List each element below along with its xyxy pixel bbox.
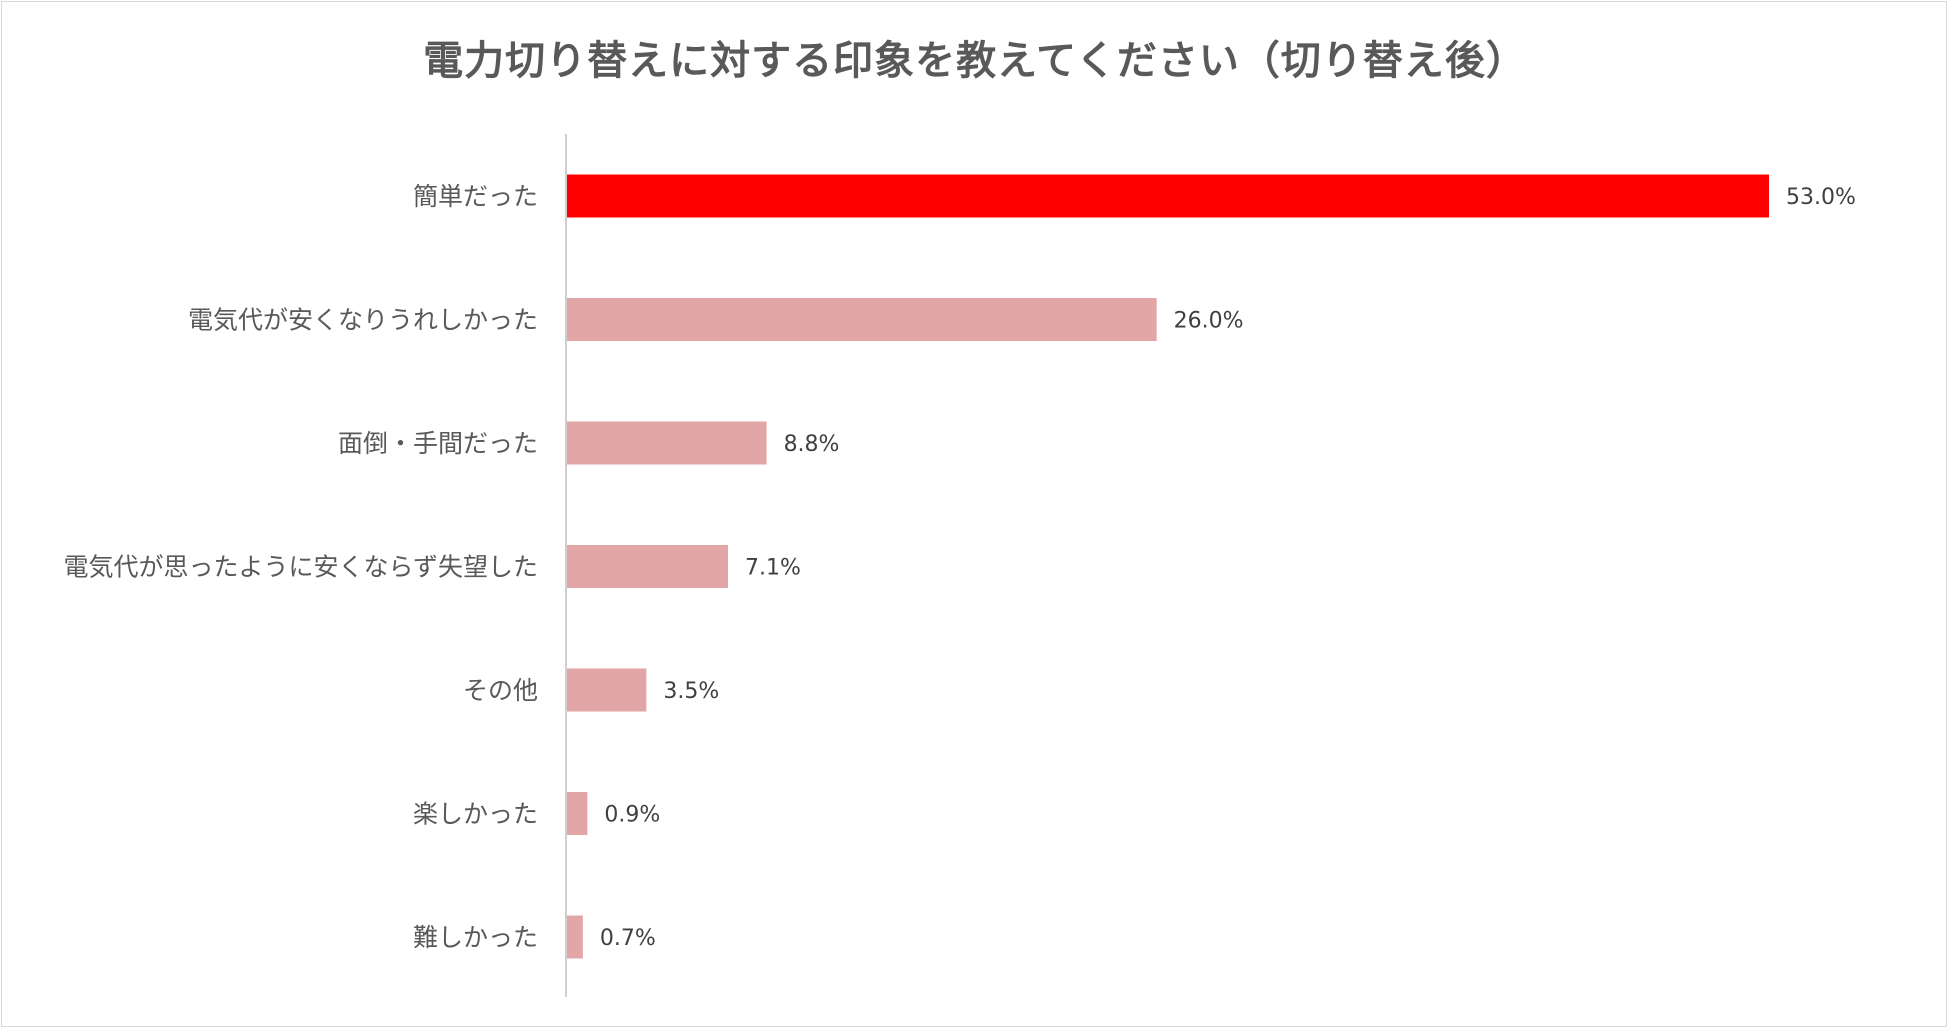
value-label-2: 26.0% [1174,309,1244,334]
value-label-1: 53.0% [1786,185,1856,210]
category-label-6: 楽しかった [413,800,538,829]
value-label-5: 3.5% [663,679,719,704]
bar-5 [567,668,647,712]
category-label-4: 電気代が思ったように安くならず失望した [63,553,538,582]
category-label-3: 面倒・手間だった [338,429,538,458]
category-label-5: その他 [463,676,538,705]
bars-group [567,174,1769,959]
bar-7 [567,915,583,959]
category-label-1: 簡単だった [413,182,538,211]
value-label-3: 8.8% [784,432,840,457]
value-label-7: 0.7% [600,926,656,951]
bar-6 [567,792,588,835]
bar-4 [567,545,729,588]
value-label-4: 7.1% [745,556,801,581]
chart-title: 電力切り替えに対する印象を教えてください（切り替え後） [423,38,1527,84]
bar-3 [567,421,767,465]
bar-2 [567,298,1157,341]
category-label-7: 難しかった [413,923,538,952]
category-label-2: 電気代が安くなりうれしかった [188,306,538,335]
bar-1 [567,174,1769,218]
labels-group: 簡単だった 53.0% 電気代が安くなりうれしかった 26.0% 面倒・手間だった 8.8… [63,182,1855,952]
value-label-6: 0.9% [604,803,660,828]
